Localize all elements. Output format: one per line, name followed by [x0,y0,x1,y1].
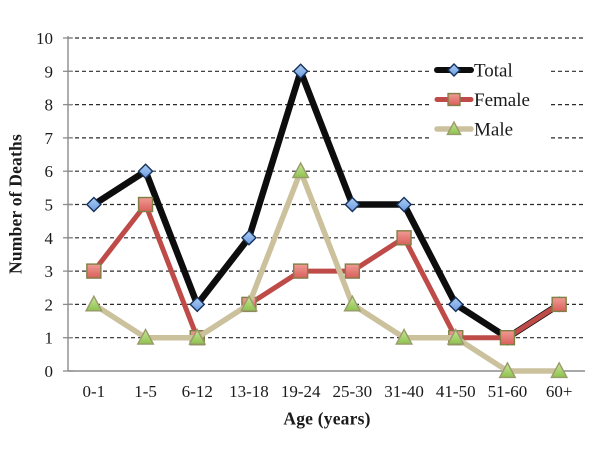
marker-triangle [136,328,155,345]
x-tick-label: 19-24 [281,382,321,401]
y-tick-label: 9 [45,62,54,81]
y-tick-label: 6 [45,162,54,181]
marker-square [344,263,361,279]
legend-label: Total [474,61,513,82]
y-tick-label: 10 [36,29,53,48]
series-line-male [91,168,562,374]
marker-triangle [84,294,103,312]
x-tick-label: 0-1 [83,382,106,401]
marker-triangle [239,294,258,312]
x-tick-label: 51-60 [488,382,528,401]
marker-square [292,263,309,279]
y-axis-title: Number of Deaths [5,134,26,274]
marker-triangle [446,328,465,345]
marker-triangle [446,120,462,136]
marker-diamond [189,296,206,313]
y-tick-label: 4 [45,229,54,248]
marker-triangle [188,328,207,345]
marker-square [396,230,412,246]
x-tick-label: 1-5 [134,382,157,401]
y-tick-label: 5 [45,196,54,215]
y-tick-label: 3 [45,262,54,281]
y-tick-label: 0 [45,362,54,381]
marker-triangle [395,328,414,345]
marker-diamond [85,196,102,213]
x-axis-title: Age (years) [283,408,371,429]
y-tick-label: 7 [45,129,54,148]
marker-square [499,330,516,346]
marker-diamond [447,63,461,77]
x-tick-label: 31-40 [384,382,424,401]
y-tick-label: 2 [45,295,54,314]
x-tick-label: 25-30 [333,382,373,401]
marker-diamond [240,229,257,246]
legend: Total Female Male [431,55,549,145]
marker-diamond [396,196,413,213]
series-female [86,196,567,346]
series-male [84,161,569,379]
marker-triangle [550,361,569,379]
legend-item-male: Male [434,120,513,141]
legend-label: Female [474,90,530,111]
x-tick-label: 13-18 [229,382,269,401]
marker-diamond [344,196,361,213]
marker-diamond [447,296,464,313]
marker-square [86,263,102,279]
legend-item-female: Female [434,90,530,111]
marker-diamond [137,163,154,180]
marker-square [447,92,461,107]
marker-triangle [343,294,362,312]
legend-item-total: Total [434,61,513,82]
marker-triangle [498,361,517,379]
y-tick-label: 8 [45,96,54,115]
x-tick-label: 60+ [546,382,573,401]
marker-square [137,196,154,213]
y-tick-label: 1 [45,329,54,348]
legend-label: Male [474,120,513,141]
marker-triangle [291,161,310,179]
x-tick-label: 41-50 [436,382,476,401]
marker-square [551,296,567,313]
marker-diamond [292,63,309,80]
series-line-female [91,202,562,341]
series-line-total [90,68,563,341]
x-tick-label: 6-12 [182,382,213,401]
